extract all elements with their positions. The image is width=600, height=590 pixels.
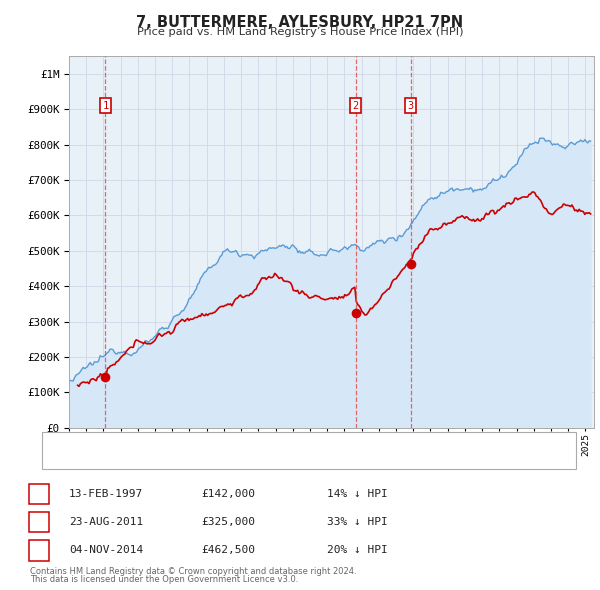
- Text: £325,000: £325,000: [201, 517, 255, 527]
- Text: 23-AUG-2011: 23-AUG-2011: [69, 517, 143, 527]
- Text: 3: 3: [36, 546, 42, 555]
- Text: 13-FEB-1997: 13-FEB-1997: [69, 489, 143, 499]
- Text: 2: 2: [352, 101, 359, 110]
- Text: 14% ↓ HPI: 14% ↓ HPI: [327, 489, 388, 499]
- Text: 1: 1: [36, 489, 42, 499]
- Text: 7, BUTTERMERE, AYLESBURY, HP21 7PN (detached house): 7, BUTTERMERE, AYLESBURY, HP21 7PN (deta…: [85, 438, 391, 448]
- Text: 04-NOV-2014: 04-NOV-2014: [69, 546, 143, 555]
- Text: Price paid vs. HM Land Registry’s House Price Index (HPI): Price paid vs. HM Land Registry’s House …: [137, 27, 463, 37]
- Text: 3: 3: [407, 101, 414, 110]
- Text: £142,000: £142,000: [201, 489, 255, 499]
- Text: This data is licensed under the Open Government Licence v3.0.: This data is licensed under the Open Gov…: [30, 575, 298, 584]
- Text: 20% ↓ HPI: 20% ↓ HPI: [327, 546, 388, 555]
- Text: 7, BUTTERMERE, AYLESBURY, HP21 7PN: 7, BUTTERMERE, AYLESBURY, HP21 7PN: [136, 15, 464, 30]
- Text: 1: 1: [103, 101, 109, 110]
- Text: HPI: Average price, detached house, Buckinghamshire: HPI: Average price, detached house, Buck…: [85, 455, 391, 465]
- Text: 33% ↓ HPI: 33% ↓ HPI: [327, 517, 388, 527]
- Text: Contains HM Land Registry data © Crown copyright and database right 2024.: Contains HM Land Registry data © Crown c…: [30, 567, 356, 576]
- Text: £462,500: £462,500: [201, 546, 255, 555]
- Text: 2: 2: [36, 517, 42, 527]
